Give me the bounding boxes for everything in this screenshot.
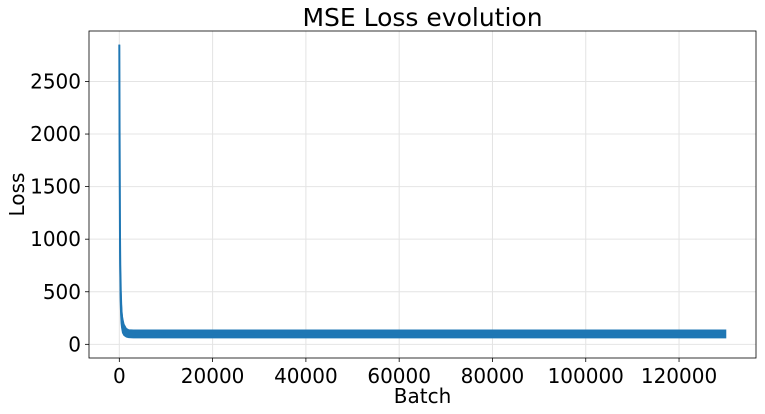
x-tick-label: 60000	[367, 364, 431, 388]
y-tick-label: 2000	[30, 122, 81, 146]
series-band	[118, 44, 727, 339]
x-tick-label: 40000	[274, 364, 338, 388]
x-tick-label: 0	[113, 364, 126, 388]
grid	[89, 31, 756, 358]
x-tick-label: 80000	[461, 364, 525, 388]
ticks: 0 20000 40000 60000 80000 100000 120000 0 500 100…	[30, 69, 717, 388]
x-tick-label: 100000	[548, 364, 624, 388]
y-tick-label: 0	[68, 332, 81, 356]
y-tick-label: 1500	[30, 175, 81, 199]
y-tick-label: 500	[43, 280, 81, 304]
x-tick-label: 120000	[641, 364, 717, 388]
y-axis-label: Loss	[5, 173, 29, 217]
series-line	[118, 44, 726, 335]
x-tick-label: 20000	[181, 364, 245, 388]
x-axis-label: Batch	[394, 384, 452, 408]
series-layer	[118, 44, 727, 339]
y-tick-label: 2500	[30, 69, 81, 93]
y-tick-label: 1000	[30, 227, 81, 251]
chart-title: MSE Loss evolution	[302, 3, 542, 32]
plot-frame	[88, 30, 757, 359]
